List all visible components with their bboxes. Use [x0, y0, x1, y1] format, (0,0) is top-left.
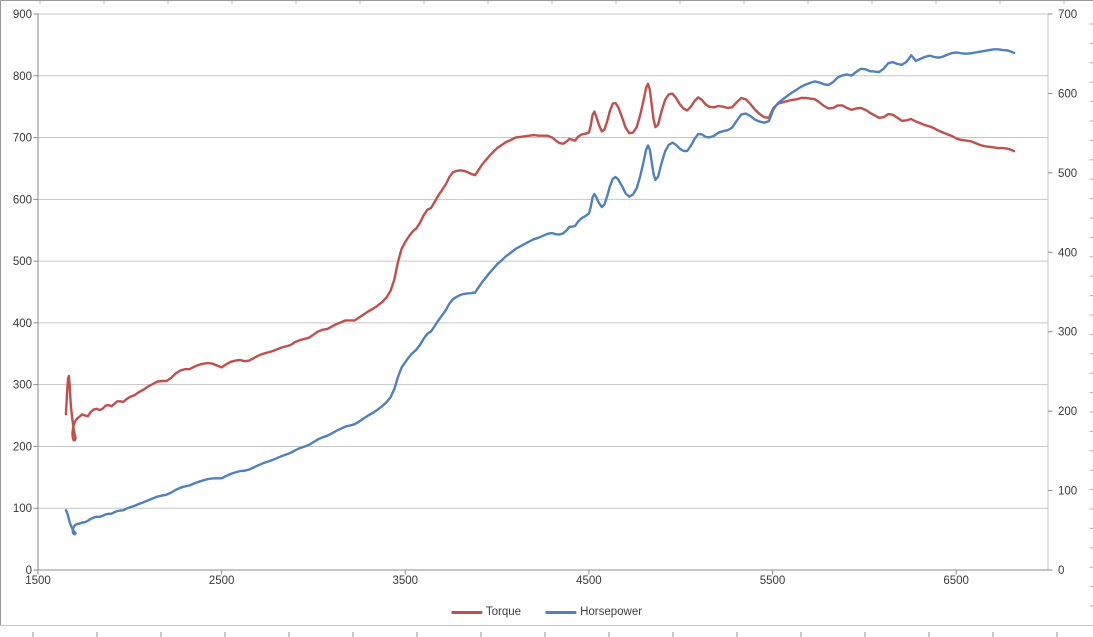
y-axis-right-label: 100: [1058, 486, 1077, 498]
x-axis-label: 3500: [392, 575, 418, 587]
legend-label-torque: Torque: [485, 606, 522, 618]
y-axis-right-label: 200: [1058, 406, 1077, 418]
y-axis-right-label: 700: [1058, 9, 1077, 21]
legend-item-horsepower: Horsepower: [545, 606, 642, 618]
torque-line: [64, 82, 1016, 442]
legend-item-torque: Torque: [450, 606, 522, 618]
x-axis-label: 6500: [943, 575, 969, 587]
y-axis-right-label: 500: [1058, 168, 1077, 180]
legend-label-horsepower: Horsepower: [580, 606, 643, 618]
y-axis-right-label: 600: [1058, 88, 1077, 100]
y-axis-left-label: 600: [13, 194, 32, 206]
y-axis-left-label: 700: [13, 133, 32, 145]
x-axis-label: 4500: [576, 575, 602, 587]
y-axis-left-label: 900: [13, 9, 32, 21]
y-axis-right-label: 0: [1058, 565, 1064, 577]
y-axis-right-label: 300: [1058, 327, 1077, 339]
y-axis-left-label: 800: [13, 71, 32, 83]
y-axis-left-label: 400: [13, 318, 32, 330]
horsepower-line-swatch: [545, 610, 577, 614]
y-axis-left-label: 200: [13, 441, 32, 453]
x-axis-label: 2500: [209, 575, 235, 587]
x-axis-label: 5500: [760, 575, 786, 587]
y-axis-left-label: 300: [13, 380, 32, 392]
x-axis-label: 1500: [25, 575, 51, 587]
y-axis-left-label: 0: [26, 565, 32, 577]
legend: Torque Horsepower: [450, 606, 642, 618]
y-axis-left-label: 500: [13, 256, 32, 268]
y-axis-right-label: 400: [1058, 247, 1077, 259]
y-axis-left-label: 100: [13, 503, 32, 515]
horsepower-line: [64, 48, 1016, 536]
torque-line-swatch: [450, 610, 482, 614]
